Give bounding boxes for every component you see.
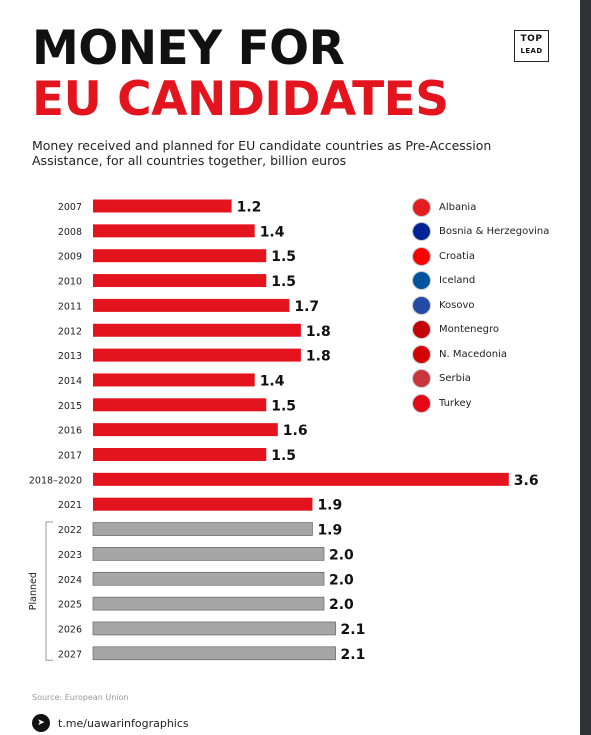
planned-bar	[92, 621, 336, 636]
value-label: 1.5	[271, 249, 296, 265]
value-label: 1.6	[283, 423, 308, 439]
top-lead-logo: TOP LEAD	[514, 30, 549, 62]
year-label: 2017	[58, 451, 82, 462]
legend-item: Kosovo	[412, 295, 475, 315]
chart-subtitle: Money received and planned for EU candid…	[32, 138, 492, 168]
year-label: 2011	[58, 301, 82, 312]
page-edge-strip	[580, 0, 591, 735]
legend-label: N. Macedonia	[439, 348, 507, 360]
received-bar	[93, 323, 301, 337]
received-bar	[93, 274, 267, 288]
value-label: 1.8	[306, 324, 331, 340]
planned-bracket	[45, 521, 53, 661]
received-bar	[93, 373, 255, 387]
legend-label: Turkey	[439, 397, 472, 409]
value-label: 1.5	[271, 448, 296, 464]
serbia-flag-icon	[412, 369, 431, 388]
macedonia-flag-icon	[412, 344, 431, 364]
albania-flag-icon	[412, 197, 431, 217]
source-note: Source: European Union	[32, 693, 129, 702]
year-label: 2007	[58, 202, 82, 213]
value-label: 1.4	[260, 224, 285, 240]
telegram-link-text[interactable]: t.me/uawarinfographics	[58, 716, 189, 730]
year-label: 2014	[58, 376, 82, 387]
logo-text-lead: LEAD	[520, 47, 543, 55]
legend-item: Iceland	[412, 271, 475, 291]
legend-item: Croatia	[412, 246, 475, 266]
year-label: 2027	[58, 649, 82, 660]
value-label: 1.4	[260, 373, 285, 389]
received-bar	[93, 224, 255, 238]
value-label: 2.0	[329, 597, 354, 613]
telegram-link[interactable]: ➤ t.me/uawarinfographics	[32, 714, 189, 732]
planned-bar	[92, 547, 325, 561]
legend-label: Bosnia & Herzegovina	[439, 226, 550, 237]
title-line-1: MONEY FOR	[32, 21, 345, 76]
year-label: 2012	[58, 326, 82, 337]
legend-item: Serbia	[412, 369, 471, 389]
planned-bar	[92, 646, 336, 661]
planned-bar	[92, 571, 325, 586]
received-bar	[93, 423, 278, 437]
kosovo-flag-icon	[412, 295, 431, 315]
received-bar	[93, 497, 313, 511]
value-label: 1.5	[271, 274, 296, 290]
year-label: 2013	[58, 351, 82, 362]
value-label: 1.7	[294, 299, 319, 315]
bosnia-flag-icon	[412, 222, 431, 241]
legend-label: Albania	[439, 201, 477, 213]
received-bar	[93, 298, 290, 312]
year-label: 2016	[58, 426, 82, 437]
year-label: 2023	[58, 550, 82, 561]
value-label: 1.8	[306, 349, 331, 365]
bar-chart: 2007 1.2 2008 1.4 2009 1.5 2010 1.5 2011 1.7 2012 1…	[28, 199, 539, 663]
value-label: 2.1	[341, 647, 366, 663]
value-label: 1.9	[317, 523, 342, 539]
legend-item: Albania	[412, 197, 476, 217]
value-label: 3.6	[514, 473, 539, 489]
year-label: 2022	[58, 525, 82, 536]
legend-label: Croatia	[439, 250, 475, 262]
legend-item: Montenegro	[412, 320, 499, 340]
received-bar	[93, 472, 509, 486]
planned-bar	[92, 522, 313, 536]
legend-item: Turkey	[412, 393, 472, 413]
legend-label: Iceland	[439, 275, 476, 286]
year-label: 2008	[58, 227, 82, 238]
legend-label: Kosovo	[439, 299, 475, 311]
legend-item: Bosnia & Herzegovina	[412, 222, 549, 242]
croatia-flag-icon	[412, 246, 431, 266]
value-label: 2.0	[329, 547, 354, 563]
value-label: 2.1	[341, 622, 366, 638]
year-label: 2009	[58, 252, 82, 263]
year-label: 2021	[58, 500, 82, 511]
legend-label: Serbia	[439, 373, 471, 384]
telegram-icon: ➤	[32, 714, 50, 732]
received-bar	[93, 398, 267, 412]
received-bar	[93, 448, 267, 461]
year-label: 2015	[58, 401, 82, 412]
legend-item: N. Macedonia	[412, 344, 507, 364]
planned-bar	[92, 596, 325, 611]
value-label: 1.2	[237, 200, 262, 216]
value-label: 1.5	[271, 398, 296, 414]
value-label: 2.0	[329, 572, 354, 588]
legend-label: Montenegro	[439, 324, 500, 335]
montenegro-flag-icon	[412, 320, 431, 339]
planned-label: Planned	[28, 572, 39, 610]
year-label: 2025	[58, 600, 82, 611]
received-bar	[93, 348, 301, 362]
received-bar	[93, 199, 232, 213]
received-bar	[93, 249, 267, 263]
year-label: 2024	[58, 575, 82, 586]
title-line-2: EU CANDIDATES	[32, 72, 449, 127]
year-label: 2018–2020	[29, 475, 82, 486]
value-label: 1.9	[317, 498, 342, 514]
turkey-flag-icon	[412, 393, 431, 413]
year-label: 2010	[58, 277, 82, 288]
year-label: 2026	[58, 624, 82, 635]
iceland-flag-icon	[412, 271, 431, 290]
logo-text-top: TOP	[520, 34, 543, 44]
